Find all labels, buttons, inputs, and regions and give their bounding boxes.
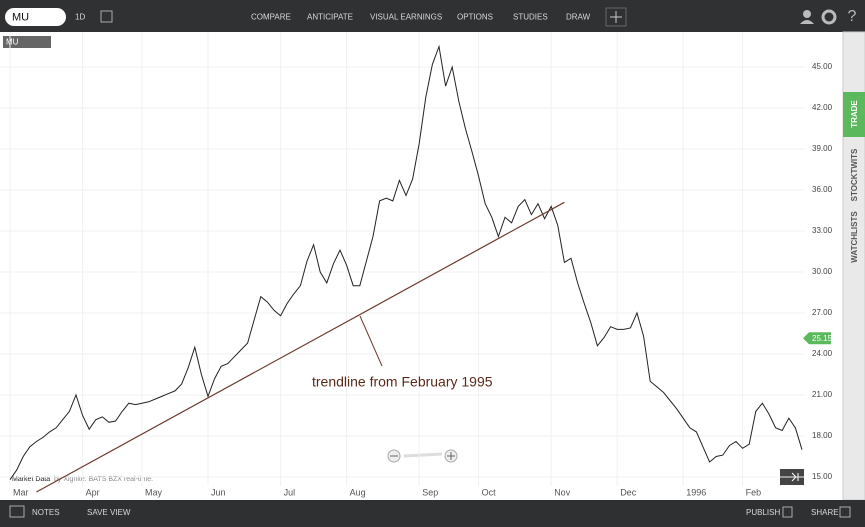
y-tick-label: 21.00: [812, 390, 833, 399]
y-tick-label: 15.00: [812, 472, 833, 481]
zoom-in-icon: [447, 452, 455, 460]
y-tick-label: 39.00: [812, 144, 833, 153]
footer-button[interactable]: SAVE VIEW: [87, 508, 131, 517]
crosshair-button[interactable]: [605, 7, 627, 27]
x-tick-label: Jul: [284, 487, 296, 497]
x-tick-label: Apr: [86, 487, 100, 497]
settings-icon[interactable]: [821, 9, 837, 25]
price-tag: [803, 332, 831, 345]
chart-area: [0, 32, 843, 500]
help-icon[interactable]: ?: [848, 8, 857, 25]
user-icon[interactable]: [803, 10, 811, 18]
y-tick-label: 42.00: [812, 103, 833, 112]
x-tick-label: May: [145, 487, 163, 497]
trendline: [36, 201, 565, 493]
trade-tab[interactable]: [843, 92, 865, 137]
zoom-slider[interactable]: [403, 452, 443, 458]
footer-button[interactable]: NOTES: [32, 508, 60, 517]
y-tick-label: 27.00: [812, 308, 833, 317]
symbol-input[interactable]: [5, 8, 66, 26]
notes-icon: [9, 505, 25, 518]
annotation-pointer: [359, 315, 383, 367]
side-tab[interactable]: STOCKTWITS: [850, 148, 859, 201]
x-tick-label: Nov: [554, 487, 571, 497]
price-line: [9, 44, 803, 480]
symbol-text: MU: [12, 11, 29, 23]
footer-button[interactable]: PUBLISH: [746, 508, 780, 517]
attribution-detail: by Xignite. BATS BZX real-time.: [54, 476, 153, 483]
x-tick-label: Feb: [746, 487, 762, 497]
toolbar: [0, 0, 865, 32]
side-tab[interactable]: WATCHLISTS: [850, 211, 859, 263]
crosshair-icon: [610, 11, 622, 23]
footer-button[interactable]: SHARE: [811, 508, 839, 517]
menu-item[interactable]: ANTICIPATE: [307, 13, 353, 22]
y-tick-label: 36.00: [812, 185, 833, 194]
menu-item[interactable]: VISUAL EARNINGS: [370, 13, 442, 22]
calendar-icon[interactable]: [100, 10, 113, 23]
y-tick-label: 24.00: [812, 349, 833, 358]
y-tick-label: 45.00: [812, 62, 833, 71]
footer: [0, 500, 865, 527]
y-tick-label: 18.00: [812, 431, 833, 440]
publish-icon: [782, 506, 793, 518]
symbol-tag: MU: [6, 38, 19, 47]
annotation: trendline from February 1995: [312, 374, 493, 390]
price-tag-label: 25.15: [812, 334, 833, 343]
user-icon-body: [800, 20, 814, 24]
attribution-source: Market Data: [12, 476, 50, 483]
x-tick-label: Jun: [211, 487, 226, 497]
side-tab: TRADE: [850, 100, 859, 128]
menu-item[interactable]: COMPARE: [251, 13, 291, 22]
y-tick-label: 33.00: [812, 226, 833, 235]
menu-item[interactable]: STUDIES: [513, 13, 548, 22]
share-icon: [839, 506, 851, 518]
y-tick-label: 30.00: [812, 267, 833, 276]
x-tick-label: Oct: [482, 487, 497, 497]
x-tick-label: Sep: [422, 487, 438, 497]
x-tick-label: 1996: [686, 487, 706, 497]
interval[interactable]: 1D: [75, 13, 85, 22]
menu-item[interactable]: OPTIONS: [457, 13, 493, 22]
x-tick-label: Aug: [350, 487, 366, 497]
symbol-tag-bg: [3, 36, 51, 48]
x-tick-label: Mar: [13, 487, 29, 497]
x-tick-label: Dec: [620, 487, 637, 497]
menu-item[interactable]: DRAW: [566, 13, 591, 22]
